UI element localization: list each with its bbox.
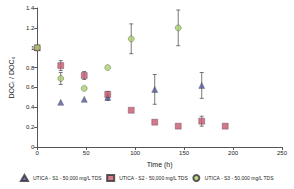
svg-text:0.6: 0.6 xyxy=(26,84,35,90)
svg-text:0: 0 xyxy=(36,150,40,156)
svg-text:UTICA - S3 - 50,000 mg/L TDS: UTICA - S3 - 50,000 mg/L TDS xyxy=(205,175,274,181)
svg-text:200: 200 xyxy=(228,150,239,156)
svg-text:0.2: 0.2 xyxy=(26,124,35,130)
svg-text:50: 50 xyxy=(83,150,90,156)
svg-text:UTICA - S1 - 50,000 mg/L TDS: UTICA - S1 - 50,000 mg/L TDS xyxy=(33,175,102,181)
svg-text:0: 0 xyxy=(31,144,35,150)
svg-text:DOCₜ / DOC₀: DOCₜ / DOC₀ xyxy=(8,56,15,98)
svg-text:Time (h): Time (h) xyxy=(147,161,173,169)
svg-text:1.4: 1.4 xyxy=(26,5,35,11)
svg-text:UTICA - S2 - 50,000 mg/L TDS: UTICA - S2 - 50,000 mg/L TDS xyxy=(119,175,188,181)
svg-text:100: 100 xyxy=(130,150,141,156)
svg-text:150: 150 xyxy=(179,150,190,156)
svg-text:250: 250 xyxy=(277,150,288,156)
svg-text:0.4: 0.4 xyxy=(26,104,35,110)
svg-text:0.8: 0.8 xyxy=(26,65,35,71)
svg-text:1.2: 1.2 xyxy=(26,25,35,31)
svg-text:1: 1 xyxy=(30,44,35,51)
